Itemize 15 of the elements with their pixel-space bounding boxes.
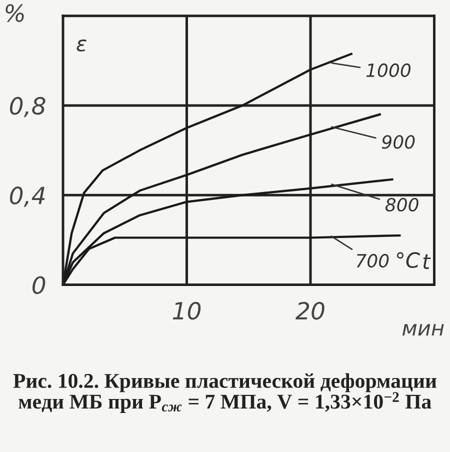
annotation: t [423, 254, 431, 269]
annotation: °C [397, 252, 420, 268]
y-tick-label: 0,8 [10, 96, 46, 118]
x-tick-label: 10 [172, 302, 201, 320]
y-tick-label: 0 [32, 276, 46, 294]
series-label: 1000 [366, 63, 411, 78]
series-label: 800 [385, 198, 418, 212]
x-tick-label: 20 [296, 302, 324, 320]
y-axis-title: % [6, 4, 24, 22]
y-tick-label: 0,4 [10, 186, 45, 207]
series-label: 900 [382, 135, 415, 149]
annotation: ε [76, 39, 86, 52]
series-label: 700 [356, 254, 389, 268]
x-axis-title: мин [402, 324, 444, 336]
text: Рис. 10.2. Кривые пластической деформации меди МБ при P$_{сж}$ = 7 МПа, V = 1,33×10$^{−2}$ Па [13, 373, 436, 413]
